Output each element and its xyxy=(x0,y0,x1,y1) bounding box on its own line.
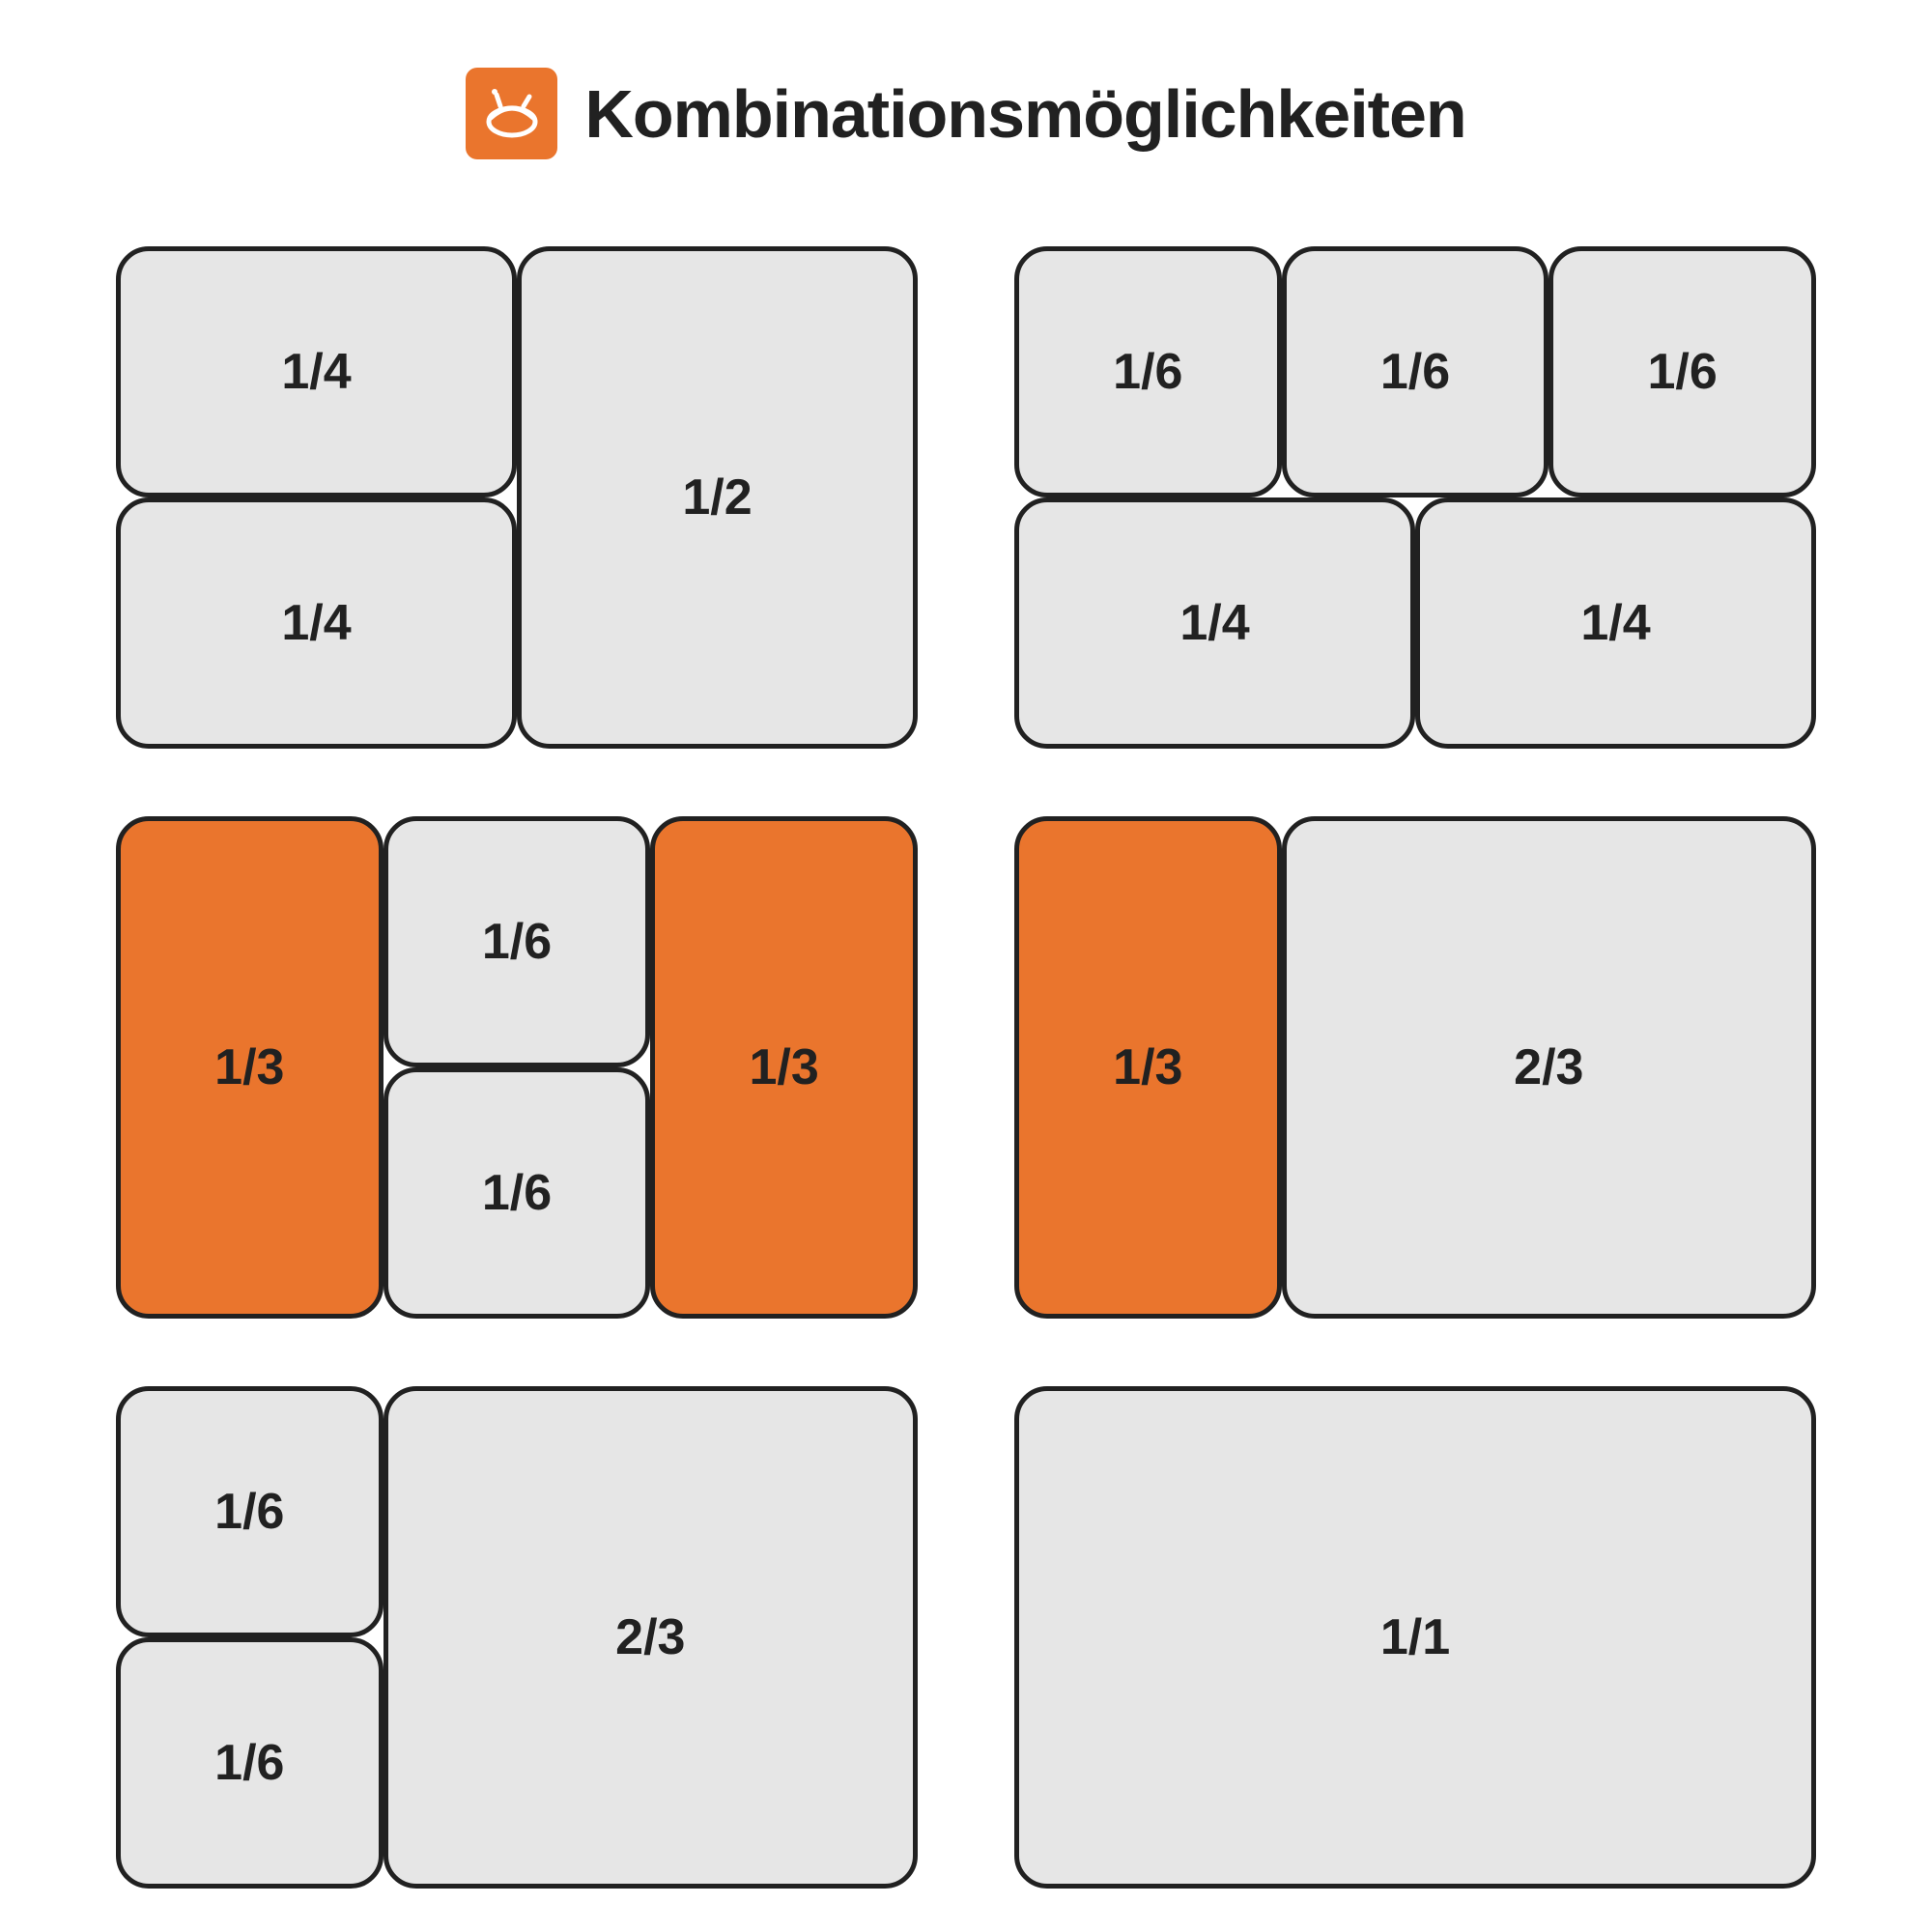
fraction-cell: 1/4 xyxy=(116,246,517,497)
combo-4: 1/32/3 xyxy=(1014,816,1816,1319)
fraction-cell: 1/6 xyxy=(384,1067,651,1319)
fraction-cell: 2/3 xyxy=(384,1386,918,1889)
fraction-cell: 1/6 xyxy=(116,1637,384,1889)
combo-1: 1/41/41/2 xyxy=(116,246,918,749)
combo-6: 1/1 xyxy=(1014,1386,1816,1889)
fraction-cell: 1/4 xyxy=(116,497,517,749)
fraction-cell: 1/6 xyxy=(1282,246,1549,497)
fraction-cell: 1/3 xyxy=(116,816,384,1319)
fraction-cell: 1/6 xyxy=(384,816,651,1067)
combo-3: 1/31/61/61/3 xyxy=(116,816,918,1319)
combinations-grid: 1/41/41/21/61/61/61/41/41/31/61/61/31/32… xyxy=(116,246,1816,1889)
fraction-cell: 1/3 xyxy=(1014,816,1282,1319)
fraction-cell: 2/3 xyxy=(1282,816,1816,1319)
brand-logo-icon xyxy=(466,68,557,159)
fraction-cell: 1/6 xyxy=(1014,246,1282,497)
fraction-cell: 1/2 xyxy=(517,246,918,749)
fraction-cell: 1/1 xyxy=(1014,1386,1816,1889)
fraction-cell: 1/6 xyxy=(116,1386,384,1637)
combo-5: 1/61/62/3 xyxy=(116,1386,918,1889)
fraction-cell: 1/3 xyxy=(650,816,918,1319)
fraction-cell: 1/6 xyxy=(1548,246,1816,497)
fraction-cell: 1/4 xyxy=(1014,497,1415,749)
header: Kombinationsmöglichkeiten xyxy=(466,68,1465,159)
fraction-cell: 1/4 xyxy=(1415,497,1816,749)
page-title: Kombinationsmöglichkeiten xyxy=(584,75,1465,153)
combo-2: 1/61/61/61/41/4 xyxy=(1014,246,1816,749)
